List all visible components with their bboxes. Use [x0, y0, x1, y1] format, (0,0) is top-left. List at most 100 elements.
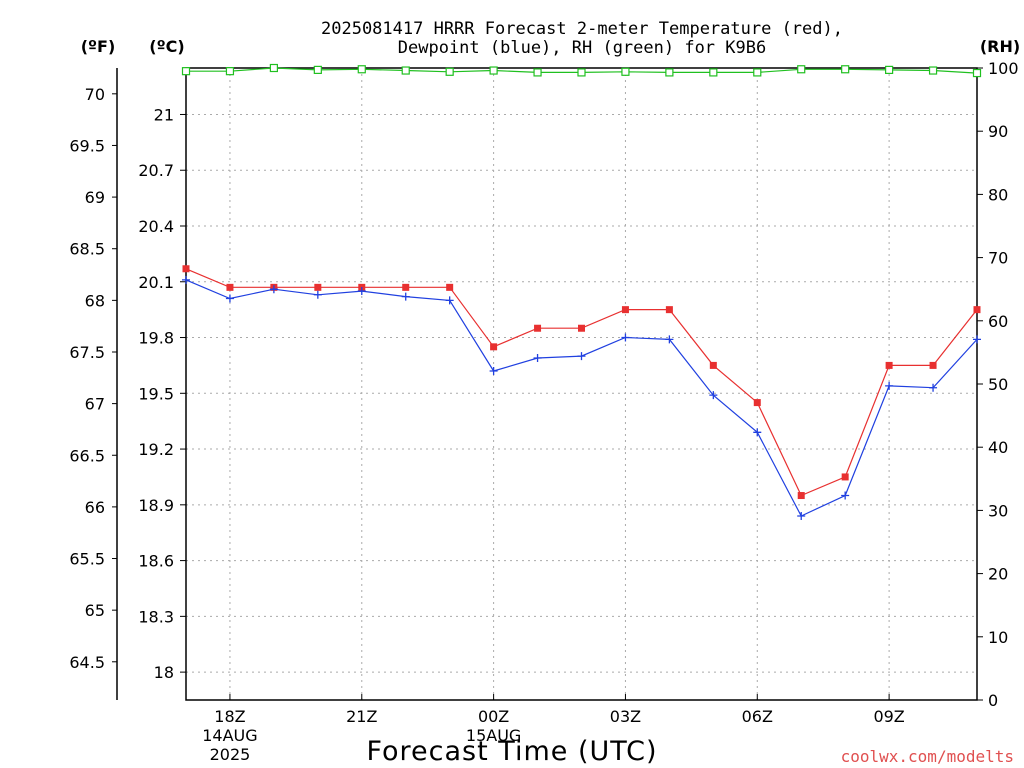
celsius-tick-label: 18.3 [138, 607, 174, 626]
temperature-point [446, 283, 454, 291]
rh-point [709, 68, 718, 77]
x-axis-label: Forecast Time (UTC) [366, 736, 657, 767]
dewpoint-point [533, 353, 542, 362]
temperature-point [709, 361, 717, 369]
celsius-tick-label: 18.6 [138, 552, 174, 571]
rh-point [621, 67, 630, 76]
temperature-point [314, 283, 322, 291]
rh-point [885, 65, 894, 74]
plot-frame [185, 67, 978, 701]
fahrenheit-tick-label: 67.5 [69, 343, 105, 362]
dewpoint-point [753, 428, 762, 437]
celsius-tick-label: 20.1 [138, 273, 174, 292]
temperature-point [578, 324, 585, 332]
celsius-tick-label: 19.8 [138, 329, 174, 348]
fahrenheit-tick-label: 69.5 [69, 136, 105, 155]
rh-point [445, 67, 454, 76]
dewpoint-point [182, 275, 190, 284]
temperature-point [841, 473, 849, 481]
temperature-point [929, 361, 937, 369]
rh-tick-label: 40 [988, 438, 1008, 457]
rh-tick-label: 80 [988, 185, 1008, 204]
temperature-point [753, 399, 761, 407]
fahrenheit-tick-label: 69 [85, 188, 105, 207]
rh-tick-label: 0 [988, 691, 998, 710]
temperature-point [621, 306, 629, 314]
rh-unit-label: (RH) [980, 37, 1020, 56]
series-line-dewpoint [185, 279, 978, 517]
temperature-point [182, 265, 190, 273]
rh-point [665, 68, 674, 77]
rh-point [225, 67, 235, 76]
rh-tick-label: 50 [988, 375, 1008, 394]
celsius-tick-label: 21 [154, 105, 174, 124]
rh-point [928, 66, 938, 75]
rh-tick-label: 70 [988, 249, 1008, 268]
dewpoint-point [709, 391, 718, 400]
dewpoint-point [797, 511, 806, 520]
x-tick-label: 14AUG [202, 726, 257, 745]
celsius-tick-label: 19.2 [138, 440, 174, 459]
celsius-unit-label: (ºC) [149, 37, 184, 56]
dewpoint-point [929, 383, 938, 392]
x-tick-label: 03Z [610, 707, 641, 726]
rh-point [533, 68, 542, 77]
x-tick-label: 09Z [873, 707, 904, 726]
x-tick-label: 18Z [214, 707, 245, 726]
rh-point [577, 68, 586, 77]
grid-lines [186, 68, 977, 700]
fahrenheit-tick-label: 68.5 [69, 240, 105, 259]
chart-title: 2025081417 HRRR Forecast 2-meter Tempera… [321, 19, 843, 39]
temperature-point [973, 306, 981, 314]
x-tick-label: 06Z [742, 707, 773, 726]
celsius-tick-label: 19.5 [138, 384, 174, 403]
series-layer [181, 63, 982, 520]
temperature-point [490, 343, 498, 351]
rh-point [797, 65, 806, 74]
temperature-point [402, 283, 410, 291]
celsius-tick-label: 20.7 [138, 161, 174, 180]
rh-point [753, 68, 762, 77]
fahrenheit-tick-label: 67 [85, 395, 105, 414]
x-tick-label: 15AUG [466, 726, 521, 745]
rh-tick-label: 30 [988, 501, 1008, 520]
series-dewpoint [182, 275, 981, 520]
fahrenheit-tick-label: 66.5 [69, 446, 105, 465]
temperature-point [226, 283, 234, 291]
dewpoint-point [621, 333, 630, 342]
rh-point [401, 66, 410, 75]
rh-tick-label: 10 [988, 628, 1008, 647]
temperature-point [797, 492, 805, 500]
axes [112, 67, 983, 701]
fahrenheit-tick-label: 64.5 [69, 653, 105, 672]
temperature-point [534, 324, 542, 332]
dewpoint-point [313, 290, 322, 299]
tick-labels: 70 69.5 69 68.5 68 67.5 67 66.5 66 65.5 65 64.5 21 20… [69, 59, 1018, 764]
fahrenheit-tick-label: 68 [85, 291, 105, 310]
dewpoint-point [973, 335, 981, 344]
temperature-point [665, 306, 673, 314]
fahrenheit-unit-label: (ºF) [81, 37, 116, 56]
rh-tick-label: 60 [988, 312, 1008, 331]
x-tick-label: 2025 [210, 745, 251, 764]
rh-point [489, 66, 498, 75]
celsius-tick-label: 18 [154, 663, 174, 682]
rh-tick-label: 20 [988, 565, 1008, 584]
series-temperature [182, 265, 981, 500]
dewpoint-point [445, 296, 454, 305]
series-rh [181, 63, 982, 78]
x-tick-label: 00Z [478, 707, 509, 726]
x-tick-label: 21Z [346, 707, 377, 726]
rh-point [181, 67, 191, 76]
rh-point [972, 68, 982, 78]
rh-point [357, 65, 366, 74]
credit-text: coolwx.com/modelts [841, 747, 1014, 766]
dewpoint-point [357, 287, 366, 296]
celsius-tick-label: 18.9 [138, 496, 174, 515]
dewpoint-point [841, 491, 850, 500]
rh-point [313, 65, 322, 74]
dewpoint-point [489, 366, 498, 375]
dewpoint-point [577, 352, 586, 361]
temperature-point [885, 361, 893, 369]
